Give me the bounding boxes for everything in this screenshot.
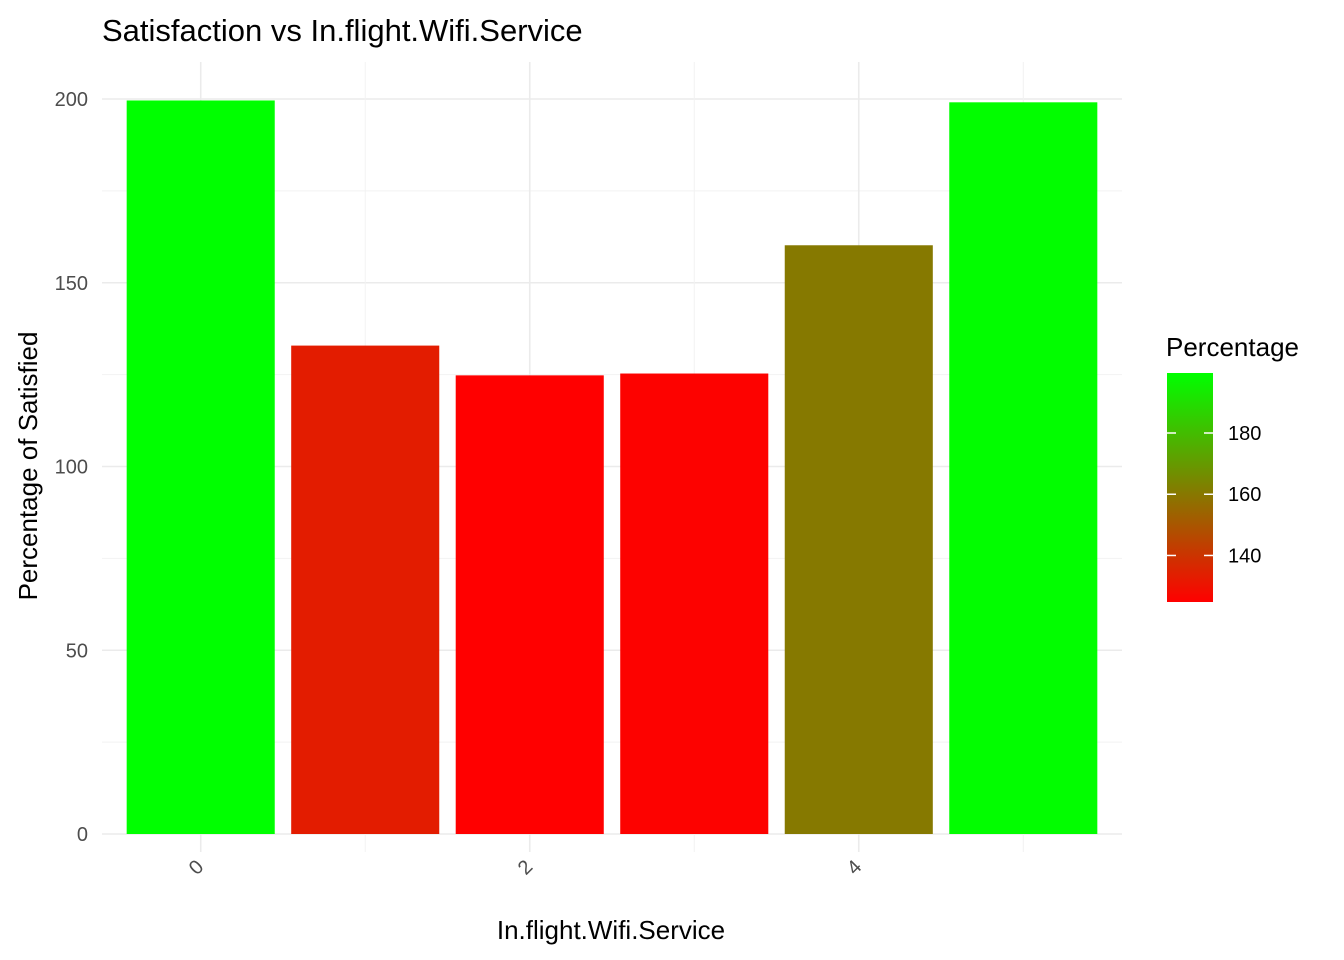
legend-colorbar (1167, 373, 1213, 602)
bar-0 (126, 100, 275, 835)
y-axis-title: Percentage of Satisfied (13, 332, 43, 601)
bar-4 (784, 245, 933, 834)
chart-title: Satisfaction vs In.flight.Wifi.Service (102, 13, 583, 48)
y-axis-ticks: 0 50 100 150 200 (55, 89, 88, 846)
y-tick-label: 200 (55, 89, 88, 111)
y-tick-label: 150 (55, 273, 88, 295)
x-axis-ticks: 0 2 4 (185, 856, 866, 879)
legend-ticks: 140 160 180 (1167, 423, 1261, 567)
x-tick-label: 0 (185, 856, 208, 879)
bar-2 (455, 375, 604, 834)
legend-tick-label: 180 (1228, 423, 1261, 445)
legend: Percentage 140 160 180 (1166, 332, 1299, 602)
legend-tick-label: 140 (1228, 545, 1261, 567)
x-tick-label: 4 (843, 856, 866, 879)
x-axis-title: In.flight.Wifi.Service (497, 915, 725, 945)
bar-5 (949, 102, 1098, 835)
legend-title: Percentage (1166, 332, 1299, 362)
bars (126, 100, 1098, 835)
y-tick-label: 50 (66, 640, 88, 662)
bar-3 (620, 373, 769, 834)
y-tick-label: 100 (55, 457, 88, 479)
x-tick-label: 2 (514, 856, 537, 879)
y-tick-label: 0 (77, 824, 88, 846)
legend-tick-label: 160 (1228, 484, 1261, 506)
bar-1 (291, 345, 440, 834)
